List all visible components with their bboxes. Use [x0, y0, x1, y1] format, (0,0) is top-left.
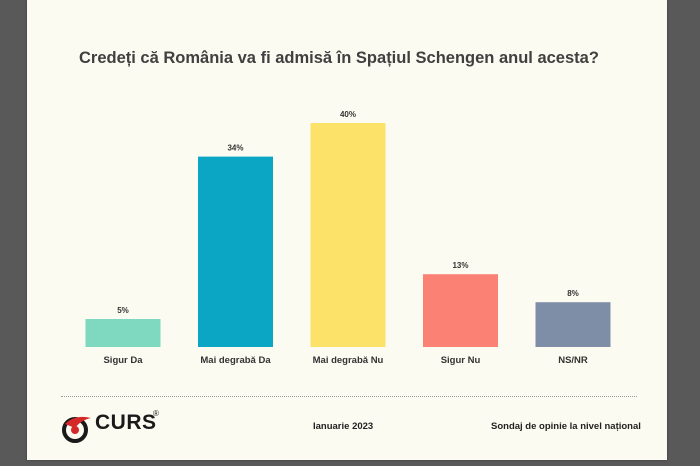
category-label-mai-degrab-da: Mai degrabă Da	[200, 355, 271, 366]
footer-source: Sondaj de opinie la nivel național	[491, 421, 641, 432]
category-label-mai-degrab-nu: Mai degrabă Nu	[313, 355, 384, 366]
bar-mai-degrab-da	[198, 156, 273, 347]
bar-sigur-da	[85, 319, 161, 347]
data-label-mai-degrab-da: 34%	[227, 144, 243, 153]
data-label-ns-nr: 8%	[567, 289, 579, 298]
bar-mai-degrab-nu	[310, 123, 386, 347]
footer-divider	[61, 396, 637, 397]
category-label-ns-nr: NS/NR	[558, 355, 588, 366]
data-label-sigur-da: 5%	[117, 306, 129, 315]
chart-title: Credeți că România va fi admisă în Spați…	[79, 49, 599, 67]
curs-logo-icon	[62, 416, 91, 443]
bar-chart: 5% Sigur Da 34% Mai degrabă Da 40% Mai degrab…	[85, 110, 611, 366]
curs-logo: CURS ®	[61, 409, 171, 446]
logo-text: CURS	[95, 411, 157, 434]
data-label-sigur-nu: 13%	[452, 261, 468, 270]
data-label-mai-degrab-nu: 40%	[340, 110, 356, 119]
slide: Credeți că România va fi admisă în Spați…	[27, 0, 667, 460]
footer-date: Ianuarie 2023	[313, 421, 374, 432]
bar-sigur-nu	[423, 274, 498, 347]
bar-ns-nr	[535, 302, 611, 347]
category-label-sigur-nu: Sigur Nu	[441, 355, 481, 366]
category-label-sigur-da: Sigur Da	[103, 355, 143, 366]
logo-registered-mark: ®	[153, 409, 159, 418]
